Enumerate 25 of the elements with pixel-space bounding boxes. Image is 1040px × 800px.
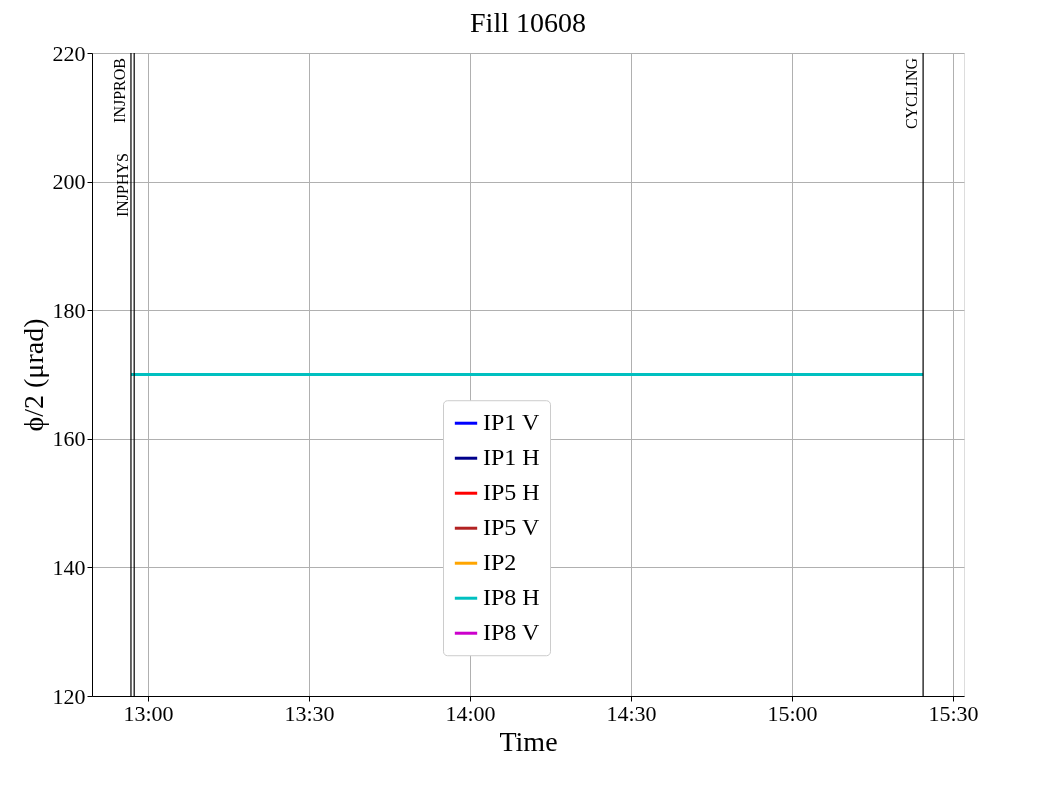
x-tick-label: 13:30 — [284, 700, 335, 726]
x-tick-label: 15:30 — [928, 700, 979, 726]
y-tick-label: 200 — [52, 169, 86, 195]
chart-title: Fill 10608 — [470, 7, 586, 38]
legend-label: IP8 V — [483, 619, 540, 646]
legend-label: IP5 V — [483, 514, 540, 541]
x-axis-title: Time — [499, 725, 558, 757]
y-tick-label: 220 — [52, 40, 86, 66]
y-tick-label: 120 — [52, 683, 86, 709]
ref-line-label: INJPHYS — [114, 153, 132, 218]
legend-label: IP8 H — [483, 584, 540, 611]
y-tick-label: 140 — [52, 554, 86, 580]
x-tick-label: 15:00 — [767, 700, 818, 726]
y-axis-title: ϕ/2 (μrad) — [17, 318, 49, 432]
legend-label: IP2 — [483, 549, 517, 576]
y-tick-label: 180 — [52, 297, 86, 323]
legend-label: IP1 H — [483, 444, 540, 471]
ref-line-label: INJPROB — [110, 58, 128, 123]
legend-label: IP5 H — [483, 479, 540, 506]
legend-label: IP1 V — [483, 409, 540, 436]
x-tick-label: 13:00 — [123, 700, 174, 726]
ref-line-label: CYCLING — [903, 57, 921, 130]
y-tick-label: 160 — [52, 426, 86, 452]
x-tick-label: 14:00 — [445, 700, 496, 726]
x-tick-label: 14:30 — [606, 700, 657, 726]
